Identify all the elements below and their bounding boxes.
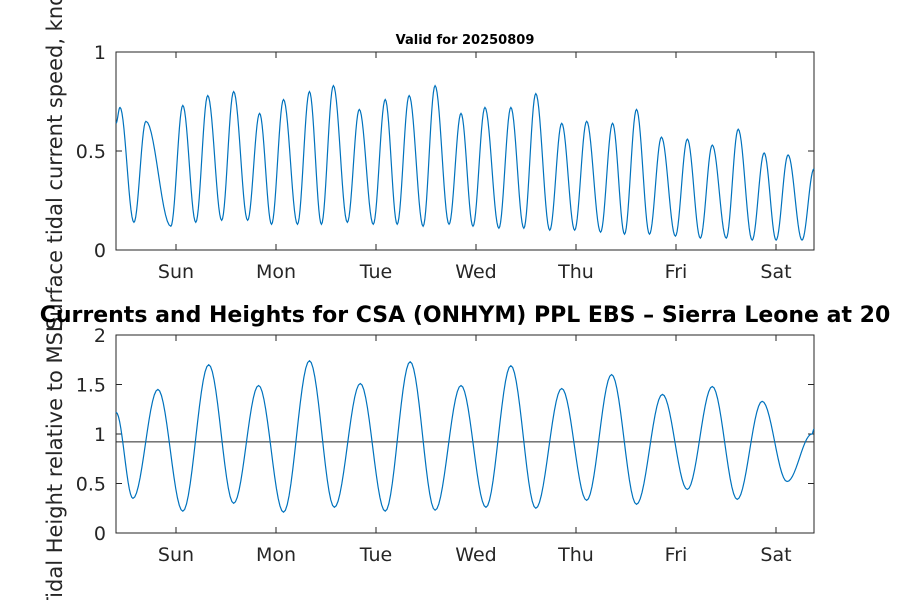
current-speed-x-tick-label: Thu [557, 261, 594, 283]
tidal-height-y-tick-label: 0 [94, 523, 106, 545]
tidal-height-series-line [115, 359, 815, 514]
current-speed-x-tick-label: Sat [760, 261, 791, 283]
current-speed-chart: 0 0.5 1 Sun Mon Tue Wed Thu Fri Sat Valid for 20… [76, 33, 815, 283]
tidal-height-y-tick-label: 1.5 [76, 375, 106, 397]
current-speed-y-axis-label: Surface tidal current speed, knots [43, 0, 67, 330]
tidal-height-x-tick-label: Wed [455, 544, 496, 566]
tidal-height-x-tick-label: Thu [557, 544, 594, 566]
current-speed-plot-area [115, 51, 815, 251]
tidal-height-x-tick-label: Sat [760, 544, 791, 566]
current-speed-y-tick-label: 0 [94, 240, 106, 262]
tidal-height-y-tick-label: 1 [94, 424, 106, 446]
current-speed-y-tick-label: 1 [94, 42, 106, 64]
current-speed-x-tick-label: Fri [665, 261, 688, 283]
current-speed-x-tick-label: Wed [455, 261, 496, 283]
tidal-height-x-tick-label: Tue [359, 544, 392, 566]
figure-main-title: Currents and Heights for CSA (ONHYM) PPL… [40, 303, 891, 328]
tidal-height-y-tick-label: 2 [94, 325, 106, 347]
current-speed-x-tick-label: Mon [256, 261, 296, 283]
tidal-height-x-tick-label: Sun [158, 544, 194, 566]
current-speed-x-tick-label: Tue [359, 261, 392, 283]
tidal-height-y-tick-label: 0.5 [76, 474, 106, 496]
current-speed-x-tick-label: Sun [158, 261, 194, 283]
tidal-height-y-axis-label: Tidal Height relative to MSL [43, 320, 67, 600]
current-speed-series-line [115, 84, 815, 242]
current-speed-y-tick-label: 0.5 [76, 141, 106, 163]
current-speed-chart-title: Valid for 20250809 [396, 33, 535, 48]
tidal-height-chart: 0 0.5 1 1.5 2 Sun Mon Tue Wed Thu Fri Sat [76, 325, 815, 566]
tidal-height-x-tick-label: Mon [256, 544, 296, 566]
tidal-height-x-tick-label: Fri [665, 544, 688, 566]
